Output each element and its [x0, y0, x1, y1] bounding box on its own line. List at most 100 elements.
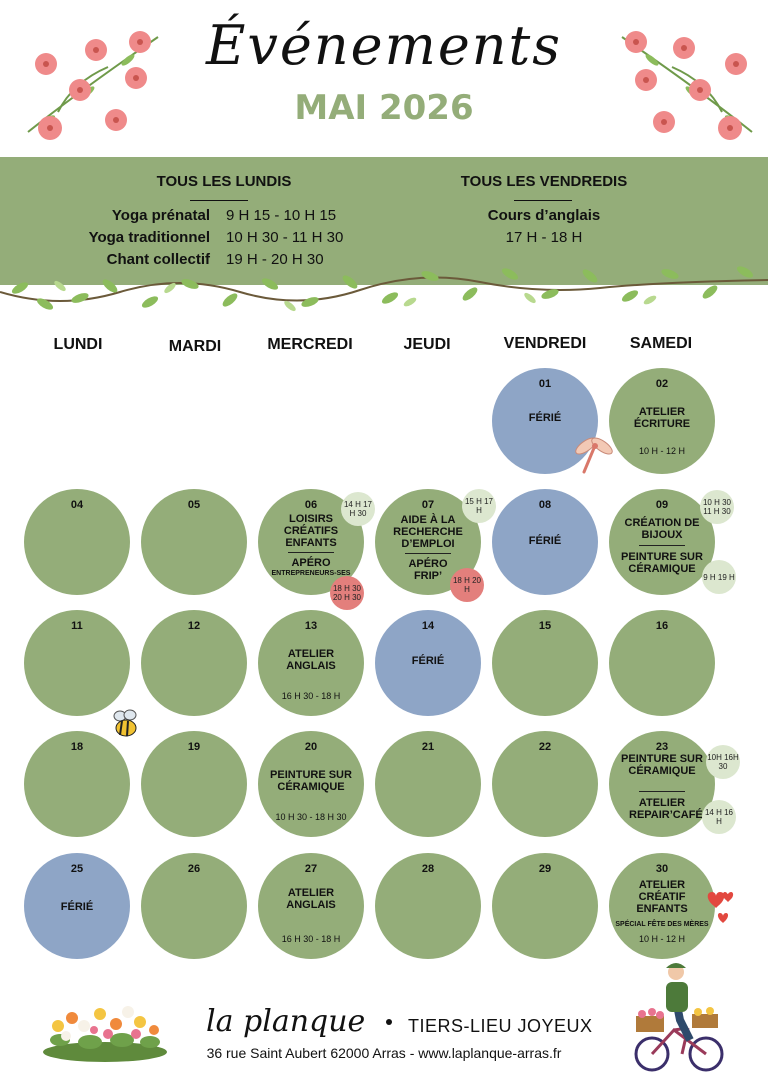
day-header-mercredi: MERCREDI: [267, 336, 353, 353]
day-number: 26: [187, 863, 201, 875]
calendar-day-19: 19: [141, 731, 247, 837]
calendar-day-26: 26: [141, 853, 247, 959]
cyclist-icon: [634, 963, 724, 1072]
friday-time: 17 H - 18 H: [505, 229, 583, 246]
friday-rule: [514, 200, 572, 201]
page-title: Événements: [206, 14, 562, 77]
friday-heading: TOUS LES VENDREDIS: [460, 173, 628, 190]
monday-time: 19 H - 20 H 30: [226, 251, 324, 268]
event-time: 16 H 30 - 18 H: [281, 934, 341, 944]
calendar-day-23: 23 PEINTURE SUR CÉRAMIQUE ATELIER REPAIR…: [609, 731, 715, 837]
monday-activity: Yoga prénatal: [111, 207, 210, 224]
event-title: LOISIRS CRÉATIFS ENFANTS: [283, 513, 339, 549]
event-time: 16 H 30 - 18 H: [281, 691, 341, 701]
day-number: 12: [187, 620, 201, 632]
dragonfly-icon: [575, 437, 613, 474]
event-title: FÉRIÉ: [528, 535, 562, 547]
event-divider: [639, 545, 685, 546]
event-title: CRÉATION DE BIJOUX: [624, 517, 700, 541]
event-title: FÉRIÉ: [528, 412, 562, 424]
calendar-day-09: 09 CRÉATION DE BIJOUX PEINTURE SUR CÉRAM…: [609, 489, 715, 595]
day-number: 13: [304, 620, 318, 632]
event-title: APÉRO FRIP’: [408, 558, 448, 582]
calendar-day-01: 01 FÉRIÉ: [492, 368, 598, 474]
calendar-day-14: 14 FÉRIÉ: [375, 610, 481, 716]
day-number: 21: [421, 741, 435, 753]
day-number: 06: [304, 499, 318, 511]
day-number: 29: [538, 863, 552, 875]
day-header-vendredi: VENDREDI: [503, 335, 587, 352]
monday-time: 9 H 15 - 10 H 15: [226, 207, 337, 224]
monday-time: 10 H 30 - 11 H 30: [226, 229, 344, 246]
time-badge: 14 H 16 H: [702, 800, 736, 834]
day-header-jeudi: JEUDI: [403, 336, 451, 353]
calendar-day-22: 22: [492, 731, 598, 837]
monday-activity: Chant collectif: [106, 251, 210, 268]
calendar-day-11: 11: [24, 610, 130, 716]
friday-activity: Cours d’anglais: [487, 207, 601, 224]
event-title: PEINTURE SUR CÉRAMIQUE: [621, 753, 703, 777]
calendar-day-13: 13 ATELIER ANGLAIS 16 H 30 - 18 H: [258, 610, 364, 716]
event-title: PEINTURE SUR CÉRAMIQUE: [270, 769, 352, 793]
day-number: 20: [304, 741, 318, 753]
event-title: ATELIER ANGLAIS: [286, 648, 336, 672]
event-title: FÉRIÉ: [411, 655, 445, 667]
day-number: 23: [655, 741, 669, 753]
vine-icon: [0, 266, 768, 312]
event-subtitle: ENTREPRENEURS-SES: [271, 570, 351, 577]
day-number: 08: [538, 499, 552, 511]
day-header-mardi: MARDI: [168, 338, 222, 355]
calendar-day-30: 30 ATELIER CRÉATIF ENFANTS SPÉCIAL FÊTE …: [609, 853, 715, 959]
time-badge: 18 H 30 20 H 30: [330, 576, 364, 610]
event-divider: [639, 791, 685, 792]
separator-dot: [386, 1019, 392, 1025]
event-divider: [288, 552, 334, 553]
calendar-day-15: 15: [492, 610, 598, 716]
calendar-day-02: 02 ATELIER ÉCRITURE 10 H - 12 H: [609, 368, 715, 474]
event-time: 10 H 30 - 18 H 30: [275, 812, 347, 822]
calendar-day-27: 27 ATELIER ANGLAIS 16 H 30 - 18 H: [258, 853, 364, 959]
recurring-banner: TOUS LES LUNDIS Yoga prénatal 9 H 15 - 1…: [0, 157, 768, 285]
calendar-day-20: 20 PEINTURE SUR CÉRAMIQUE 10 H 30 - 18 H…: [258, 731, 364, 837]
calendar-day-16: 16: [609, 610, 715, 716]
calendar-day-05: 05: [141, 489, 247, 595]
calendar-day-18: 18: [24, 731, 130, 837]
event-divider: [405, 553, 451, 554]
event-title: ATELIER REPAIR’CAFÉ: [629, 797, 703, 821]
calendar-day-12: 12: [141, 610, 247, 716]
calendar-day-29: 29: [492, 853, 598, 959]
day-number: 11: [71, 620, 83, 632]
day-number: 28: [421, 863, 435, 875]
time-badge: 10 H 30 11 H 30: [700, 490, 734, 524]
flower-icon: [621, 31, 753, 140]
day-number: 04: [70, 499, 84, 511]
event-title: PEINTURE SUR CÉRAMIQUE: [621, 551, 703, 575]
day-number: 07: [421, 499, 435, 511]
bee-icon: [113, 709, 137, 737]
event-title: AIDE À LA RECHERCHE D’EMPLOI: [393, 514, 463, 550]
flower-bed-icon: [43, 1006, 167, 1062]
day-number: 16: [655, 620, 669, 632]
day-number: 19: [187, 741, 201, 753]
event-title: FÉRIÉ: [60, 901, 94, 913]
event-time: 10 H - 12 H: [638, 446, 686, 456]
day-number: 27: [304, 863, 318, 875]
day-number: 05: [187, 499, 201, 511]
event-title: ATELIER ANGLAIS: [286, 887, 336, 911]
calendar-day-28: 28: [375, 853, 481, 959]
flower-icon: [27, 31, 159, 140]
day-number: 14: [421, 620, 435, 632]
day-number: 25: [70, 863, 84, 875]
time-badge: 9 H 19 H: [702, 560, 736, 594]
day-header-lundi: LUNDI: [53, 336, 103, 353]
calendar-day-04: 04: [24, 489, 130, 595]
calendar-day-08: 08 FÉRIÉ: [492, 489, 598, 595]
calendar-day-21: 21: [375, 731, 481, 837]
monday-activity: Yoga traditionnel: [88, 229, 210, 246]
event-subtitle: SPÉCIAL FÊTE DES MÈRES: [615, 921, 709, 928]
day-number: 02: [655, 378, 669, 390]
day-number: 22: [538, 741, 552, 753]
event-time: 10 H - 12 H: [638, 934, 686, 944]
calendar-day-25: 25 FÉRIÉ: [24, 853, 130, 959]
monday-heading: TOUS LES LUNDIS: [156, 173, 292, 190]
